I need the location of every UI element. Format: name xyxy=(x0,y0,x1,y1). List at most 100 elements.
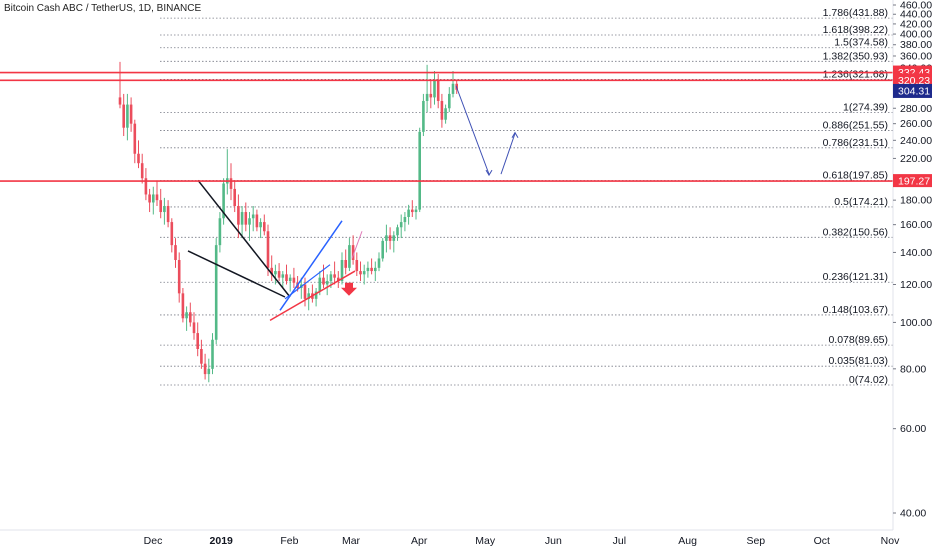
candle-body xyxy=(407,209,410,217)
price-tick-label: 220.00 xyxy=(900,153,932,165)
fib-label: 0.382(150.56) xyxy=(823,226,888,238)
price-tick-label: 120.00 xyxy=(900,279,932,291)
candle-body xyxy=(307,293,310,299)
candle-body xyxy=(155,194,159,201)
price-tick-label: 160.00 xyxy=(900,219,932,231)
fib-label: 1.236(321.68) xyxy=(823,68,888,80)
candle-body xyxy=(255,214,259,228)
candle-body xyxy=(385,235,388,241)
fib-label: 1.382(350.93) xyxy=(823,50,888,62)
candle-body xyxy=(240,212,244,225)
candle-body xyxy=(214,245,218,340)
candle-body xyxy=(233,188,236,207)
price-tick-label: 400.00 xyxy=(900,29,932,41)
candle-body xyxy=(337,277,340,282)
candle-body xyxy=(411,209,414,213)
support-trendline xyxy=(269,270,356,321)
candle-body xyxy=(251,214,255,219)
candle-body xyxy=(340,259,344,282)
candle-body xyxy=(229,178,233,189)
candle-body xyxy=(429,93,433,98)
candle-body xyxy=(211,339,214,369)
candle-body xyxy=(403,216,407,223)
pink-line xyxy=(351,231,363,259)
price-tick-label: 380.00 xyxy=(900,39,932,51)
candle-body xyxy=(177,259,181,294)
candle-body xyxy=(318,277,322,292)
candle-body xyxy=(344,259,347,268)
candle-body xyxy=(148,194,151,203)
candle-body xyxy=(129,104,133,124)
price-tick-label: 420.00 xyxy=(900,18,932,30)
candle-body xyxy=(355,259,359,272)
price-tick-label: 180.00 xyxy=(900,195,932,207)
candle-body xyxy=(359,271,362,275)
wedge-upper-line-2 xyxy=(197,179,291,298)
wedge-upper-line-1 xyxy=(187,250,286,298)
projection-arrowhead xyxy=(511,131,519,138)
fib-label: 0.786(231.51) xyxy=(823,137,888,149)
time-tick-label: Oct xyxy=(814,535,830,547)
fib-label: 1.786(431.88) xyxy=(823,7,888,19)
candle-body xyxy=(266,231,270,268)
candle-body xyxy=(329,274,333,282)
fib-label: 0.618(197.85) xyxy=(823,169,888,181)
time-tick-label: Sep xyxy=(746,535,765,547)
candle-body xyxy=(399,222,403,228)
candle-body xyxy=(451,83,455,94)
time-tick-label: Nov xyxy=(881,535,900,547)
candle-body xyxy=(396,227,399,236)
candle-body xyxy=(377,258,381,268)
price-tick-label: 140.00 xyxy=(900,247,932,259)
candle-body xyxy=(418,131,421,210)
candle-body xyxy=(248,218,251,225)
candle-body xyxy=(277,271,281,278)
time-tick-label: Dec xyxy=(144,535,163,547)
time-tick-label: Feb xyxy=(280,535,298,547)
candle-body xyxy=(351,245,355,260)
candle-body xyxy=(196,333,199,350)
fib-label: 1.5(374.58) xyxy=(834,37,888,49)
candle-body xyxy=(259,222,262,228)
candle-body xyxy=(414,209,418,213)
fib-label: 0.078(89.65) xyxy=(828,334,888,346)
drawings xyxy=(187,85,519,321)
candle-body xyxy=(436,80,440,101)
fib-label: 1.618(398.22) xyxy=(823,24,888,36)
chart-title: Bitcoin Cash ABC / TetherUS, 1D, BINANCE xyxy=(4,3,202,14)
candle-body xyxy=(388,235,392,241)
price-tag-bg xyxy=(893,73,932,87)
candle-body xyxy=(200,349,203,364)
candle-body xyxy=(218,218,222,246)
candle-body xyxy=(366,267,370,272)
candle-body xyxy=(444,108,447,120)
candle-body xyxy=(448,93,451,109)
candle-body xyxy=(425,93,429,101)
price-tick-label: 260.00 xyxy=(900,118,932,130)
price-tick-label: 80.00 xyxy=(900,363,926,375)
candle-body xyxy=(374,267,377,272)
candle-body xyxy=(181,293,185,319)
time-tick-label: Mar xyxy=(342,535,361,547)
candle-body xyxy=(140,163,144,179)
candle-body xyxy=(440,100,444,120)
price-tag-label: 197.27 xyxy=(898,176,930,188)
candle-body xyxy=(152,194,155,203)
candle-body xyxy=(170,222,174,246)
price-tick-label: 460.00 xyxy=(900,0,932,12)
price-tick-label: 60.00 xyxy=(900,423,926,435)
candle-body xyxy=(163,206,166,213)
candle-body xyxy=(348,245,351,268)
candle-body xyxy=(122,104,125,128)
candle-body xyxy=(192,322,196,334)
fib-labels: 1.786(431.88) 1.618(398.22)1.5(374.58)1.3… xyxy=(823,7,888,386)
candle-body xyxy=(189,312,192,323)
price-tag-label: 320.23 xyxy=(898,75,930,87)
candle-body xyxy=(314,291,318,299)
candle-body xyxy=(137,153,140,164)
fib-label: 0(74.02) xyxy=(849,374,888,386)
current-price-bg xyxy=(893,83,932,98)
time-tick-label: Jul xyxy=(613,535,626,547)
